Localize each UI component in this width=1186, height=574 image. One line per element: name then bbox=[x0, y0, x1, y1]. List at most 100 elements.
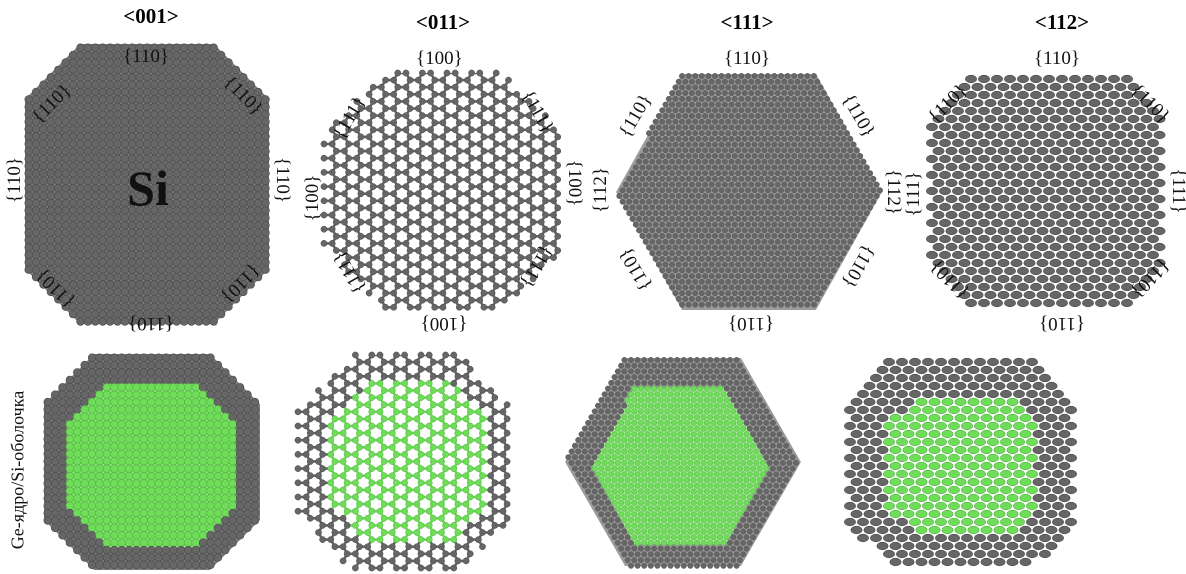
si-atom bbox=[728, 215, 735, 222]
si-atom bbox=[1075, 290, 1088, 300]
si-atom bbox=[83, 228, 93, 237]
si-atom bbox=[741, 113, 748, 119]
si-atom bbox=[814, 78, 821, 85]
si-atom bbox=[439, 204, 447, 212]
si-atom bbox=[991, 90, 1003, 100]
si-atom bbox=[824, 175, 831, 182]
si-atom bbox=[124, 368, 134, 377]
si-atom bbox=[945, 130, 958, 140]
si-atom bbox=[43, 516, 52, 525]
si-atom bbox=[698, 301, 705, 308]
ge-atom bbox=[213, 412, 223, 422]
si-atom bbox=[65, 523, 75, 533]
si-atom bbox=[702, 284, 709, 291]
ge-atom bbox=[184, 471, 193, 481]
si-atom bbox=[695, 238, 702, 245]
si-atom bbox=[754, 90, 761, 97]
si-atom bbox=[468, 69, 475, 77]
ge-atom bbox=[169, 457, 178, 466]
si-atom bbox=[50, 412, 60, 422]
si-atom bbox=[1108, 106, 1120, 116]
si-atom bbox=[194, 124, 204, 134]
si-atom bbox=[451, 240, 459, 247]
si-atom bbox=[54, 117, 63, 126]
si-atom bbox=[1069, 298, 1081, 308]
si-atom bbox=[142, 147, 152, 156]
si-atom bbox=[1140, 130, 1153, 140]
si-atom bbox=[58, 486, 67, 496]
si-atom bbox=[688, 147, 695, 154]
si-atom bbox=[692, 84, 699, 91]
si-atom bbox=[679, 210, 685, 217]
si-atom bbox=[172, 154, 181, 163]
si-atom bbox=[209, 243, 218, 252]
si-atom bbox=[768, 101, 775, 108]
si-atom bbox=[715, 158, 722, 165]
si-atom bbox=[537, 204, 545, 212]
si-atom bbox=[791, 95, 798, 102]
si-atom bbox=[754, 238, 761, 245]
si-atom bbox=[224, 139, 233, 149]
si-atom bbox=[73, 516, 82, 525]
si-atom bbox=[863, 210, 870, 217]
si-atom bbox=[98, 169, 107, 178]
si-atom bbox=[202, 102, 211, 112]
si-atom bbox=[80, 360, 89, 370]
si-atom bbox=[1004, 298, 1016, 308]
si-atom bbox=[488, 161, 496, 169]
si-atom bbox=[451, 282, 459, 290]
si-atom bbox=[202, 147, 211, 156]
si-atom bbox=[142, 117, 152, 126]
si-atom bbox=[451, 211, 459, 219]
si-atom bbox=[652, 210, 659, 217]
si-atom bbox=[824, 278, 831, 285]
si-atom bbox=[778, 198, 784, 205]
si-atom bbox=[728, 90, 735, 97]
si-atom bbox=[105, 95, 115, 104]
si-atom bbox=[427, 211, 434, 219]
si-atom bbox=[113, 295, 122, 304]
si-atom bbox=[725, 267, 732, 274]
si-atom bbox=[1095, 282, 1107, 292]
si-atom bbox=[243, 508, 252, 518]
si-atom bbox=[853, 158, 860, 165]
si-atom bbox=[128, 302, 137, 311]
si-atom bbox=[1127, 162, 1140, 172]
si-atom bbox=[794, 204, 801, 211]
si-atom bbox=[480, 232, 488, 240]
ge-atom bbox=[206, 486, 215, 496]
si-atom bbox=[705, 198, 712, 205]
si-atom bbox=[698, 118, 705, 125]
si-atom bbox=[952, 122, 964, 132]
ge-atom bbox=[176, 442, 186, 451]
si-atom bbox=[731, 84, 738, 91]
si-atom bbox=[113, 50, 122, 60]
si-atom bbox=[636, 215, 643, 222]
si-atom bbox=[98, 213, 107, 223]
si-atom bbox=[150, 132, 159, 141]
si-atom bbox=[120, 124, 130, 134]
si-atom bbox=[501, 225, 508, 233]
ge-atom bbox=[110, 427, 119, 436]
si-atom bbox=[202, 169, 211, 178]
ge-atom bbox=[221, 494, 230, 503]
si-atom bbox=[952, 154, 964, 164]
si-atom bbox=[243, 494, 252, 503]
si-atom bbox=[382, 119, 389, 127]
ge-atom bbox=[117, 486, 126, 496]
si-atom bbox=[91, 161, 100, 171]
si-atom bbox=[128, 139, 137, 149]
si-atom bbox=[688, 238, 695, 245]
si-atom bbox=[243, 516, 252, 525]
si-atom bbox=[216, 161, 226, 171]
si-atom bbox=[480, 275, 488, 283]
si-atom bbox=[402, 154, 410, 162]
ge-atom bbox=[213, 494, 223, 503]
ge-atom bbox=[95, 420, 104, 429]
si-atom bbox=[837, 187, 844, 194]
si-atom bbox=[820, 158, 827, 165]
si-atom bbox=[932, 130, 945, 140]
si-atom bbox=[120, 265, 130, 274]
ge-atom bbox=[87, 516, 97, 525]
si-atom bbox=[679, 107, 685, 114]
